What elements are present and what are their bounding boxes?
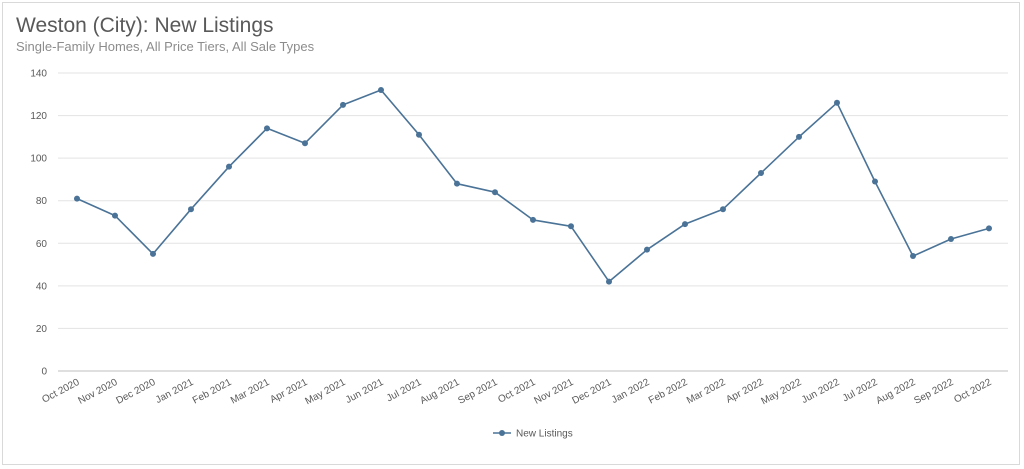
x-tick-label: Oct 2021 [496,377,537,406]
y-tick-label: 60 [36,239,48,250]
data-point[interactable] [758,170,764,177]
y-tick-label: 0 [41,367,47,378]
data-point[interactable] [150,250,156,257]
x-tick-label: Oct 2022 [952,377,993,406]
data-point[interactable] [834,99,840,106]
y-tick-label: 80 [36,196,48,207]
y-tick-label: 20 [36,324,48,335]
data-point[interactable] [378,87,384,94]
data-point[interactable] [606,278,612,285]
data-point[interactable] [986,225,992,232]
data-point[interactable] [644,246,650,253]
chart-title: Weston (City): New Listings [16,14,274,37]
data-point[interactable] [492,189,498,196]
data-point[interactable] [302,140,308,147]
data-point[interactable] [530,216,536,223]
x-tick-label: Aug 2022 [874,377,917,407]
data-point[interactable] [720,206,726,213]
x-tick-label: Sep 2022 [912,377,955,407]
x-tick-label: Aug 2021 [418,377,461,407]
y-axis-ticks: 0 20 40 60 80 100 120 140 [30,69,47,378]
x-tick-label: Nov 2020 [76,377,119,407]
x-tick-label: Jan 2022 [610,377,652,406]
x-tick-label: Apr 2021 [268,377,309,406]
x-tick-label: May 2022 [759,377,803,408]
chart-subtitle: Single-Family Homes, All Price Tiers, Al… [16,39,315,54]
data-point[interactable] [454,180,460,187]
data-point[interactable] [948,236,954,243]
x-tick-label: Jul 2022 [841,377,880,405]
x-tick-label: Jul 2021 [385,377,424,405]
data-point[interactable] [568,223,574,230]
data-point[interactable] [340,101,346,108]
data-point[interactable] [682,221,688,228]
data-point[interactable] [226,163,232,170]
x-tick-label: May 2021 [303,377,347,408]
x-tick-label: Mar 2022 [685,377,728,407]
data-point[interactable] [264,125,270,132]
legend[interactable]: New Listings [493,429,573,440]
data-point[interactable] [910,253,916,260]
x-tick-label: Jun 2022 [800,377,842,406]
y-tick-label: 140 [30,69,47,80]
data-point[interactable] [796,133,802,140]
x-tick-label: Sep 2021 [456,377,499,407]
x-tick-label: Dec 2021 [570,377,613,407]
x-tick-label: Apr 2022 [724,377,765,406]
data-point[interactable] [872,178,878,185]
x-tick-label: Nov 2021 [532,377,575,407]
series-line [76,89,990,283]
y-tick-label: 40 [36,281,48,292]
data-point[interactable] [74,195,80,202]
legend-label: New Listings [516,429,573,440]
x-tick-label: Oct 2020 [40,377,81,406]
legend-marker [499,430,505,436]
data-point[interactable] [188,206,194,213]
y-tick-label: 120 [30,111,47,122]
x-tick-label: Jan 2021 [154,377,196,406]
data-point[interactable] [416,131,422,138]
x-tick-label: Jun 2021 [344,377,386,406]
x-tick-label: Mar 2021 [229,377,272,407]
x-tick-label: Feb 2022 [647,377,690,407]
y-tick-label: 100 [30,154,47,165]
x-tick-label: Dec 2020 [114,377,157,407]
grid-lines [58,72,1008,372]
series-new-listings [74,87,992,285]
data-point[interactable] [112,212,118,219]
x-tick-label: Feb 2021 [191,377,234,407]
